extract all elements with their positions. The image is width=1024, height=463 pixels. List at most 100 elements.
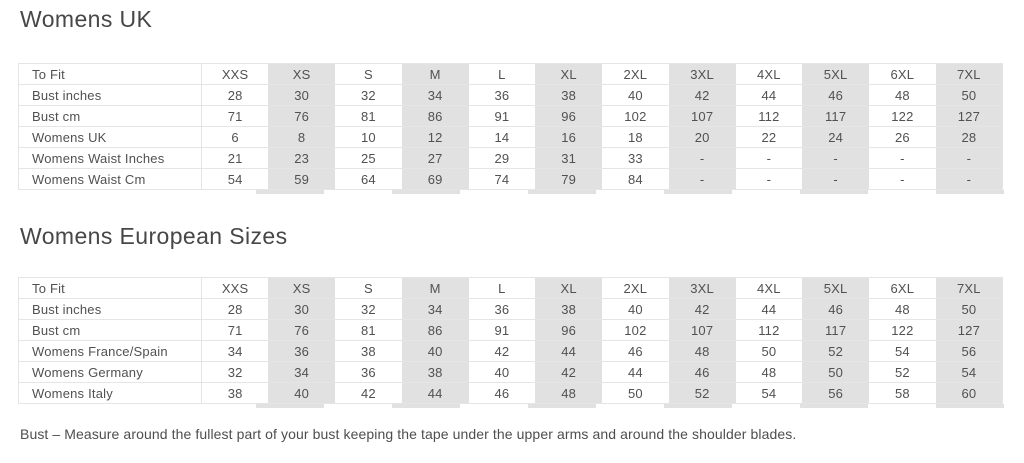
size-column-header: 6XL xyxy=(869,277,936,299)
size-value-cell: 30 xyxy=(268,84,335,106)
size-value-cell: 32 xyxy=(201,361,269,383)
size-value-cell: 50 xyxy=(802,361,869,383)
size-value-cell: 96 xyxy=(535,319,602,341)
table-row: Bust inches 28 30 32 34 36 38 40 42 44 46 48 50 xyxy=(18,298,1003,320)
size-value-cell: 91 xyxy=(468,105,536,127)
size-value-cell: 79 xyxy=(535,168,602,190)
column-shade-tail-segment xyxy=(460,404,528,408)
size-value-cell: 84 xyxy=(602,168,669,190)
size-value-cell: - xyxy=(668,147,736,169)
size-value-cell: 34 xyxy=(201,340,269,362)
size-value-cell: 127 xyxy=(935,319,1003,341)
size-value-cell: 122 xyxy=(869,319,936,341)
column-shade-tail-segment xyxy=(188,404,256,408)
size-guide-page: Womens UK To Fit XXS XS S M L XL 2XL 3XL 4XL 5XL 6X… xyxy=(0,5,1024,444)
size-column-header: 5XL xyxy=(802,63,869,85)
column-shade-tail-segment xyxy=(936,190,1004,194)
size-column-header: XL xyxy=(535,277,602,299)
size-value-cell: 56 xyxy=(935,340,1003,362)
size-value-cell: 58 xyxy=(869,382,936,404)
column-shade-tail-segment xyxy=(800,190,868,194)
womens-european-sizes-size-table: To Fit XXS XS S M L XL 2XL 3XL 4XL 5XL 6XL 7XL Bust i… xyxy=(18,277,1003,404)
column-shade-tail-segment xyxy=(528,190,596,194)
size-column-header: 6XL xyxy=(869,63,936,85)
size-value-cell: 64 xyxy=(335,168,402,190)
size-value-cell: - xyxy=(869,147,936,169)
size-value-cell: 117 xyxy=(802,319,869,341)
bust-measurement-note: Bust – Measure around the fullest part o… xyxy=(20,426,797,442)
size-value-cell: 52 xyxy=(869,361,936,383)
column-shade-tail-segment xyxy=(868,404,936,408)
size-value-cell: 54 xyxy=(201,168,269,190)
size-value-cell: 44 xyxy=(735,84,803,106)
size-column-header: 2XL xyxy=(602,277,669,299)
size-column-header: 5XL xyxy=(802,277,869,299)
header-row: To Fit XXS XS S M L XL 2XL 3XL 4XL 5XL 6XL 7XL xyxy=(18,63,1003,85)
size-value-cell: 32 xyxy=(335,84,402,106)
size-value-cell: 59 xyxy=(268,168,335,190)
table-row: Womens UK 6 8 10 12 14 16 18 20 22 24 26 28 xyxy=(18,126,1003,148)
size-value-cell: 50 xyxy=(602,382,669,404)
column-shade-tail-segment xyxy=(256,404,324,408)
size-value-cell: 28 xyxy=(201,84,269,106)
size-value-cell: 44 xyxy=(535,340,602,362)
column-shade-tail-segment xyxy=(392,190,460,194)
size-value-cell: 54 xyxy=(935,361,1003,383)
size-value-cell: 34 xyxy=(401,298,469,320)
size-value-cell: 36 xyxy=(268,340,335,362)
size-value-cell: 40 xyxy=(602,298,669,320)
size-value-cell: 10 xyxy=(335,126,402,148)
size-value-cell: 21 xyxy=(201,147,269,169)
size-column-header: 3XL xyxy=(668,277,736,299)
size-value-cell: - xyxy=(802,147,869,169)
size-column-header: XS xyxy=(268,63,335,85)
size-column-header: S xyxy=(335,277,402,299)
size-value-cell: 46 xyxy=(802,298,869,320)
size-value-cell: 24 xyxy=(802,126,869,148)
size-value-cell: 20 xyxy=(668,126,736,148)
size-value-cell: 48 xyxy=(535,382,602,404)
size-value-cell: 46 xyxy=(602,340,669,362)
section-title-womens-european-sizes: Womens European Sizes xyxy=(20,223,288,249)
size-value-cell: 71 xyxy=(201,105,269,127)
size-value-cell: 112 xyxy=(735,319,803,341)
size-value-cell: 117 xyxy=(802,105,869,127)
size-value-cell: 52 xyxy=(668,382,736,404)
table-row: Womens Italy 38 40 42 44 46 48 50 52 54 56 58 60 xyxy=(18,382,1003,404)
column-shade-tail-segment xyxy=(188,190,256,194)
size-value-cell: 81 xyxy=(335,319,402,341)
size-column-header: 4XL xyxy=(735,277,803,299)
size-value-cell: 40 xyxy=(268,382,335,404)
size-value-cell: 33 xyxy=(602,147,669,169)
size-value-cell: - xyxy=(935,168,1003,190)
row-label: Bust inches xyxy=(18,84,202,106)
size-value-cell: 48 xyxy=(735,361,803,383)
table-row: Bust cm 71 76 81 86 91 96 102 107 112 117 122 127 xyxy=(18,105,1003,127)
size-column-header: 7XL xyxy=(935,63,1003,85)
size-value-cell: 81 xyxy=(335,105,402,127)
header-row-label: To Fit xyxy=(18,63,202,85)
table-row: Womens Waist Cm 54 59 64 69 74 79 84- - - - - xyxy=(18,168,1003,190)
size-column-header: 3XL xyxy=(668,63,736,85)
size-column-header: L xyxy=(468,63,536,85)
size-value-cell: 112 xyxy=(735,105,803,127)
size-value-cell: 50 xyxy=(735,340,803,362)
size-value-cell: 44 xyxy=(602,361,669,383)
size-value-cell: 38 xyxy=(201,382,269,404)
size-value-cell: 42 xyxy=(335,382,402,404)
size-value-cell: 30 xyxy=(268,298,335,320)
size-value-cell: 102 xyxy=(602,319,669,341)
size-value-cell: 48 xyxy=(668,340,736,362)
size-value-cell: 127 xyxy=(935,105,1003,127)
column-shade-tail-segment xyxy=(596,404,664,408)
size-value-cell: 42 xyxy=(668,298,736,320)
size-value-cell: 38 xyxy=(335,340,402,362)
size-value-cell: 14 xyxy=(468,126,536,148)
size-value-cell: 8 xyxy=(268,126,335,148)
column-shade-tail-segment xyxy=(596,190,664,194)
size-value-cell: 32 xyxy=(335,298,402,320)
size-value-cell: 54 xyxy=(869,340,936,362)
size-value-cell: 91 xyxy=(468,319,536,341)
size-value-cell: 12 xyxy=(401,126,469,148)
column-shade-tail-segment xyxy=(460,190,528,194)
